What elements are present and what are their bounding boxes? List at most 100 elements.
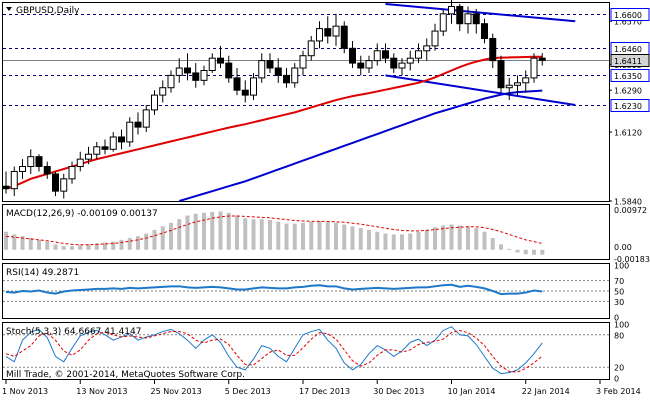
- macd-bar-64: [532, 249, 536, 255]
- rsi-y-label-0: 100: [614, 262, 629, 271]
- candle-body-65: [538, 57, 546, 61]
- candle-body-63: [522, 77, 530, 84]
- macd-y-label-0: 0.00972: [614, 206, 647, 215]
- macd-bar-16: [136, 236, 140, 250]
- level-box-3: [610, 69, 650, 82]
- macd-bar-40: [334, 222, 338, 250]
- rsi-panel-frame: [2, 263, 610, 319]
- candle-body-6: [52, 173, 59, 192]
- macd-bar-7: [61, 246, 66, 250]
- candle-body-50: [415, 50, 422, 59]
- macd-bar-39: [325, 221, 330, 250]
- macd-bar-54: [449, 224, 454, 250]
- macd-bar-44: [367, 229, 371, 250]
- candle-body-45: [373, 50, 381, 62]
- candle-body-41: [340, 25, 348, 49]
- candle-body-15: [126, 121, 134, 143]
- candle-body-44: [365, 60, 373, 69]
- y-tick-label-0: 1.5840: [614, 198, 642, 207]
- candle-body-2: [19, 166, 26, 172]
- candle-body-5: [43, 166, 51, 175]
- candle-body-31: [258, 60, 266, 79]
- candle-body-23: [192, 72, 200, 81]
- macd-y-label-1: 0.00: [614, 243, 632, 252]
- candle-body-64: [530, 57, 538, 79]
- candle-body-48: [398, 62, 406, 69]
- macd-bar-26: [218, 211, 223, 250]
- candle-body-4: [35, 156, 43, 168]
- main-title: GBPUSD,Daily: [16, 6, 80, 16]
- macd-bar-22: [185, 215, 190, 250]
- macd-bar-50: [416, 231, 421, 250]
- candle-body-19: [159, 87, 167, 96]
- macd-bar-33: [276, 221, 281, 250]
- candle-body-9: [76, 158, 84, 168]
- macd-bar-53: [441, 225, 446, 250]
- candle-body-33: [274, 67, 282, 76]
- macd-bar-32: [268, 220, 272, 250]
- candle-body-62: [514, 82, 521, 86]
- candle-body-51: [423, 45, 431, 52]
- macd-bar-1: [12, 234, 17, 250]
- candle-body-53: [439, 13, 447, 32]
- macd-bar-35: [292, 223, 297, 250]
- candle-body-38: [316, 28, 323, 42]
- candle-body-12: [101, 146, 109, 150]
- level-box-4: [610, 99, 650, 112]
- macd-bar-9: [78, 245, 83, 250]
- candle-body-54: [448, 5, 455, 15]
- candle-body-30: [250, 77, 257, 96]
- level-label-2: 1.6411: [614, 57, 642, 66]
- macd-bar-13: [111, 241, 116, 250]
- main-moving-averages: [5, 55, 543, 202]
- x-tick-label-8: 3 Feb 2014: [596, 387, 641, 396]
- main-panel-frame: [2, 2, 610, 202]
- rsi-title: RSI(14) 49.2871: [6, 268, 79, 278]
- macd-bar-18: [152, 229, 157, 250]
- macd-bar-20: [169, 222, 173, 250]
- candle-body-43: [357, 62, 365, 69]
- moving-average-1: [178, 89, 543, 202]
- macd-y-label-2: -0.00183: [614, 255, 650, 264]
- macd-bar-36: [301, 222, 305, 250]
- macd-plot: 0.00972 0.00 -0.00183: [4, 206, 650, 264]
- main-candles: [2, 0, 546, 199]
- macd-bar-10: [86, 244, 91, 250]
- candle-body-40: [332, 25, 340, 37]
- stoch-line-0: [5, 326, 543, 375]
- y-tick-label-4: 1.6570: [614, 18, 642, 27]
- x-tick-label-4: 17 Dec 2013: [299, 387, 350, 396]
- macd-bar-31: [259, 219, 264, 250]
- candle-body-25: [208, 57, 216, 71]
- macd-bar-49: [408, 233, 413, 250]
- macd-bar-60: [499, 244, 503, 250]
- macd-bar-12: [103, 242, 107, 250]
- candle-body-14: [118, 136, 125, 143]
- macd-bar-11: [94, 243, 99, 250]
- macd-bar-19: [160, 226, 165, 250]
- macd-bar-51: [424, 229, 429, 250]
- macd-bar-21: [177, 219, 182, 250]
- moving-average-0: [5, 55, 543, 190]
- x-tick-label-6: 10 Jan 2014: [448, 387, 496, 396]
- rsi-y-label-3: 30: [614, 298, 624, 307]
- rsi-line: [5, 283, 543, 296]
- macd-bar-30: [251, 219, 256, 250]
- candle-body-10: [85, 153, 92, 160]
- level-box-0: [610, 8, 650, 21]
- y-tick-label-2: 1.6290: [614, 87, 642, 96]
- candle-body-36: [299, 55, 307, 69]
- y-tick-label-1: 1.6120: [614, 129, 642, 138]
- level-label-1: 1.6460: [614, 45, 642, 54]
- candle-body-26: [217, 57, 224, 64]
- macd-bar-46: [383, 233, 388, 250]
- stoch-title: Stoch(5,3,3) 64.6667 41.4147: [6, 327, 141, 337]
- macd-bar-29: [243, 218, 248, 250]
- macd-panel-frame: [2, 204, 610, 260]
- stoch-line-1: [5, 329, 543, 373]
- stoch-panel-frame: [2, 322, 610, 380]
- rsi-y-label-2: 50: [614, 288, 624, 297]
- candle-body-11: [93, 146, 101, 155]
- macd-bar-24: [202, 212, 206, 250]
- candle-body-20: [167, 74, 175, 89]
